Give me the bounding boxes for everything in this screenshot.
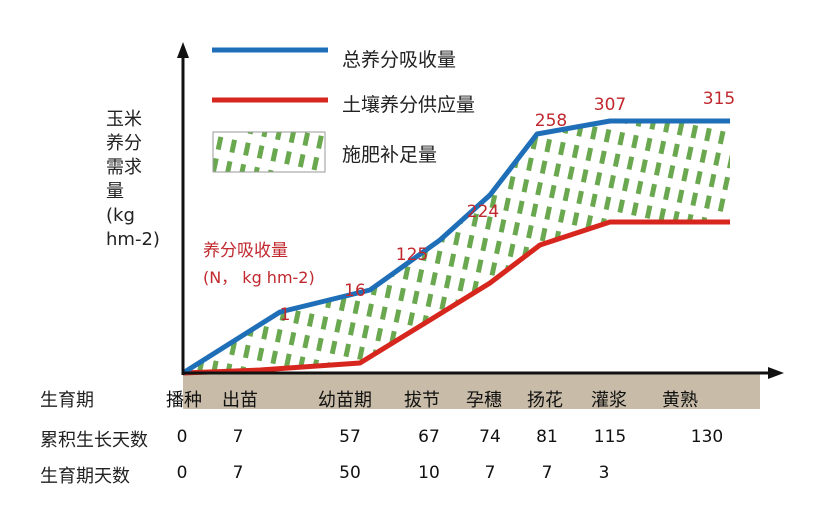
y-axis-label-line: 需求: [106, 157, 142, 178]
y-axis-label-line: 量: [106, 181, 124, 202]
value-labels: 1 16 125 224 258 307 315: [280, 89, 736, 325]
duration-day: 7: [232, 463, 244, 483]
duration-day: 7: [541, 463, 553, 483]
stage-name: 出苗: [222, 390, 258, 411]
value-label: 258: [535, 111, 567, 131]
annotation-unit: (N， kg hm-2): [203, 268, 315, 287]
cumulative-day: 57: [339, 427, 361, 447]
duration-day: 10: [418, 463, 440, 483]
ground-band: [183, 373, 760, 409]
duration-day: 0: [176, 463, 188, 483]
value-label: 1: [280, 305, 291, 325]
cumulative-day: 74: [479, 427, 501, 447]
legend-total-label: 总养分吸收量: [342, 49, 457, 71]
stage-row-header: 生育期: [40, 390, 94, 411]
cumulative-day: 7: [232, 427, 244, 447]
value-label: 224: [467, 202, 499, 222]
value-label: 125: [396, 245, 428, 265]
stage-name: 拔节: [404, 390, 440, 411]
cumulative-day: 67: [418, 427, 440, 447]
value-label: 16: [344, 281, 366, 301]
fertilizer-area: [183, 121, 730, 373]
y-axis-label-line: 玉米: [106, 109, 142, 130]
duration-day: 7: [484, 463, 496, 483]
stage-name: 黄熟: [662, 390, 698, 411]
legend-fert-label: 施肥补足量: [342, 144, 438, 166]
y-axis-arrow: [177, 42, 189, 58]
y-axis-label: 玉米 养分 需求 量 (kg hm-2): [106, 108, 160, 252]
cumulative-day: 130: [690, 427, 724, 447]
y-axis-label-line: hm-2): [106, 229, 160, 250]
y-axis-label-line: (kg: [106, 205, 135, 226]
cumulative-day: 0: [176, 427, 188, 447]
annotation-title: 养分吸收量: [203, 241, 288, 261]
stage-name: 幼苗期: [318, 390, 372, 411]
legend-fert-swatch: [212, 131, 326, 173]
duration-day: 3: [598, 463, 610, 483]
cumulative-day: 81: [536, 427, 558, 447]
legend-soil-label: 土壤养分供应量: [342, 94, 476, 116]
soil-supply-line: [182, 219, 730, 376]
y-axis-label-line: 养分: [106, 133, 142, 154]
stage-name: 扬花: [527, 390, 563, 411]
total-uptake-line: [181, 118, 730, 376]
x-axis-arrow: [768, 367, 784, 379]
cumulative-row-header: 累积生长天数: [40, 430, 148, 451]
value-label: 307: [594, 95, 626, 115]
cumulative-day: 115: [593, 427, 627, 447]
stage-name: 孕穗: [466, 390, 502, 411]
value-label: 315: [703, 89, 735, 109]
duration-row-header: 生育期天数: [40, 466, 130, 487]
duration-day: 50: [339, 463, 361, 483]
stage-name: 灌浆: [591, 390, 627, 411]
stage-name: 播种: [166, 390, 202, 411]
